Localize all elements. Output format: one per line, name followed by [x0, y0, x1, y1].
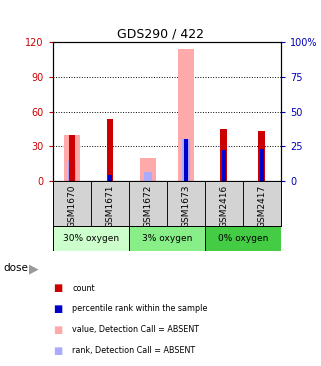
Text: 0% oxygen: 0% oxygen: [218, 234, 268, 243]
Text: GDS290 / 422: GDS290 / 422: [117, 27, 204, 41]
Bar: [129, 226, 205, 251]
Text: GSM2417: GSM2417: [257, 185, 266, 228]
Text: GSM1673: GSM1673: [181, 185, 190, 228]
Bar: [205, 226, 281, 251]
Bar: [140, 158, 156, 181]
Bar: [64, 135, 80, 181]
Text: GSM1671: GSM1671: [105, 185, 115, 228]
Text: count: count: [72, 284, 95, 292]
Text: ■: ■: [53, 346, 62, 356]
Text: rank, Detection Call = ABSENT: rank, Detection Call = ABSENT: [72, 346, 195, 355]
Bar: [68, 161, 76, 181]
Bar: [167, 181, 205, 226]
Text: GSM1670: GSM1670: [67, 185, 76, 228]
Bar: [129, 181, 167, 226]
Text: ■: ■: [53, 304, 62, 314]
Text: dose: dose: [3, 263, 28, 273]
Bar: [53, 181, 91, 226]
Bar: [53, 226, 129, 251]
Bar: [178, 49, 194, 181]
Bar: [184, 139, 188, 181]
Bar: [182, 139, 190, 181]
Bar: [221, 129, 227, 181]
Bar: [108, 175, 112, 181]
Text: ▶: ▶: [29, 262, 39, 275]
Text: 3% oxygen: 3% oxygen: [142, 234, 192, 243]
Text: value, Detection Call = ABSENT: value, Detection Call = ABSENT: [72, 325, 199, 334]
Text: ■: ■: [53, 283, 62, 293]
Text: GSM2416: GSM2416: [219, 185, 229, 228]
Bar: [205, 181, 243, 226]
Bar: [222, 150, 226, 181]
Bar: [243, 181, 281, 226]
Text: GSM1672: GSM1672: [143, 185, 152, 228]
Bar: [107, 119, 113, 181]
Bar: [260, 149, 264, 181]
Text: 30% oxygen: 30% oxygen: [63, 234, 119, 243]
Text: percentile rank within the sample: percentile rank within the sample: [72, 305, 208, 313]
Bar: [91, 181, 129, 226]
Text: ■: ■: [53, 325, 62, 335]
Bar: [144, 172, 152, 181]
Bar: [258, 131, 265, 181]
Bar: [69, 135, 75, 181]
